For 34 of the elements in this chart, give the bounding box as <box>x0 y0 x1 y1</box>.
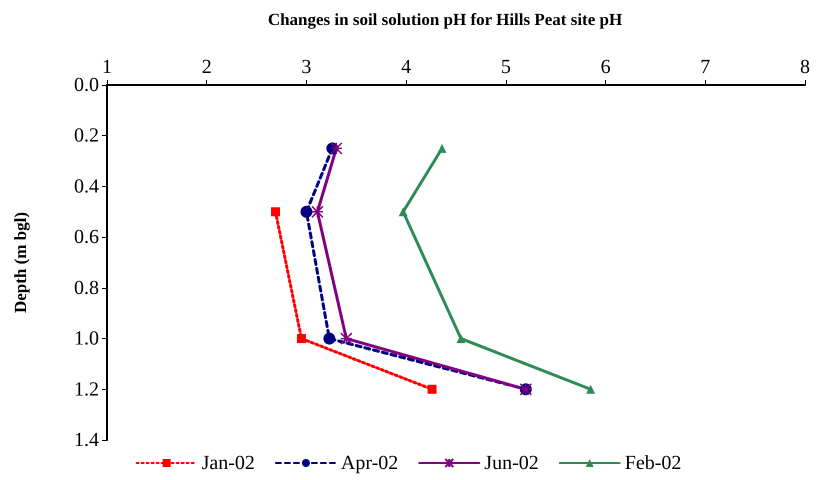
y-tick-label: 0.4 <box>74 175 99 198</box>
x-tick-label: 2 <box>202 56 212 78</box>
legend-label: Apr-02 <box>340 452 398 474</box>
point <box>271 207 280 216</box>
y-tick-label: 0.6 <box>74 226 99 248</box>
x-tick-label: 1 <box>102 56 112 78</box>
point <box>296 334 306 344</box>
point <box>428 384 437 394</box>
x-tick-label: 6 <box>600 56 611 78</box>
point <box>340 332 353 345</box>
x-tick-label: 4 <box>401 56 412 78</box>
point <box>323 332 336 345</box>
point <box>300 206 312 218</box>
y-tick-label: 1.2 <box>74 378 99 400</box>
point <box>586 384 596 394</box>
legend-label: Jan-02 <box>202 452 255 474</box>
point <box>330 142 343 155</box>
y-tick-label: 1.0 <box>74 328 99 350</box>
legend-label: Jun-02 <box>484 452 539 474</box>
x-tick-label: 5 <box>500 56 511 78</box>
point <box>311 206 324 218</box>
chart-title: Changes in soil solution pH for Hills Peat site pH <box>268 10 622 29</box>
x-tick-label: 3 <box>301 56 312 78</box>
x-tick-label: 8 <box>800 56 810 78</box>
y-tick-label: 1.4 <box>74 429 99 451</box>
point <box>398 207 408 216</box>
point <box>456 334 466 344</box>
y-axis-title: Depth (m bgl) <box>11 212 30 314</box>
y-tick-label: 0.2 <box>74 124 99 147</box>
x-tick-label: 7 <box>700 56 710 78</box>
y-tick-label: 0.0 <box>74 74 99 96</box>
point <box>438 144 447 153</box>
legend-label: Feb-02 <box>624 452 682 474</box>
y-tick-label: 0.8 <box>74 276 99 299</box>
